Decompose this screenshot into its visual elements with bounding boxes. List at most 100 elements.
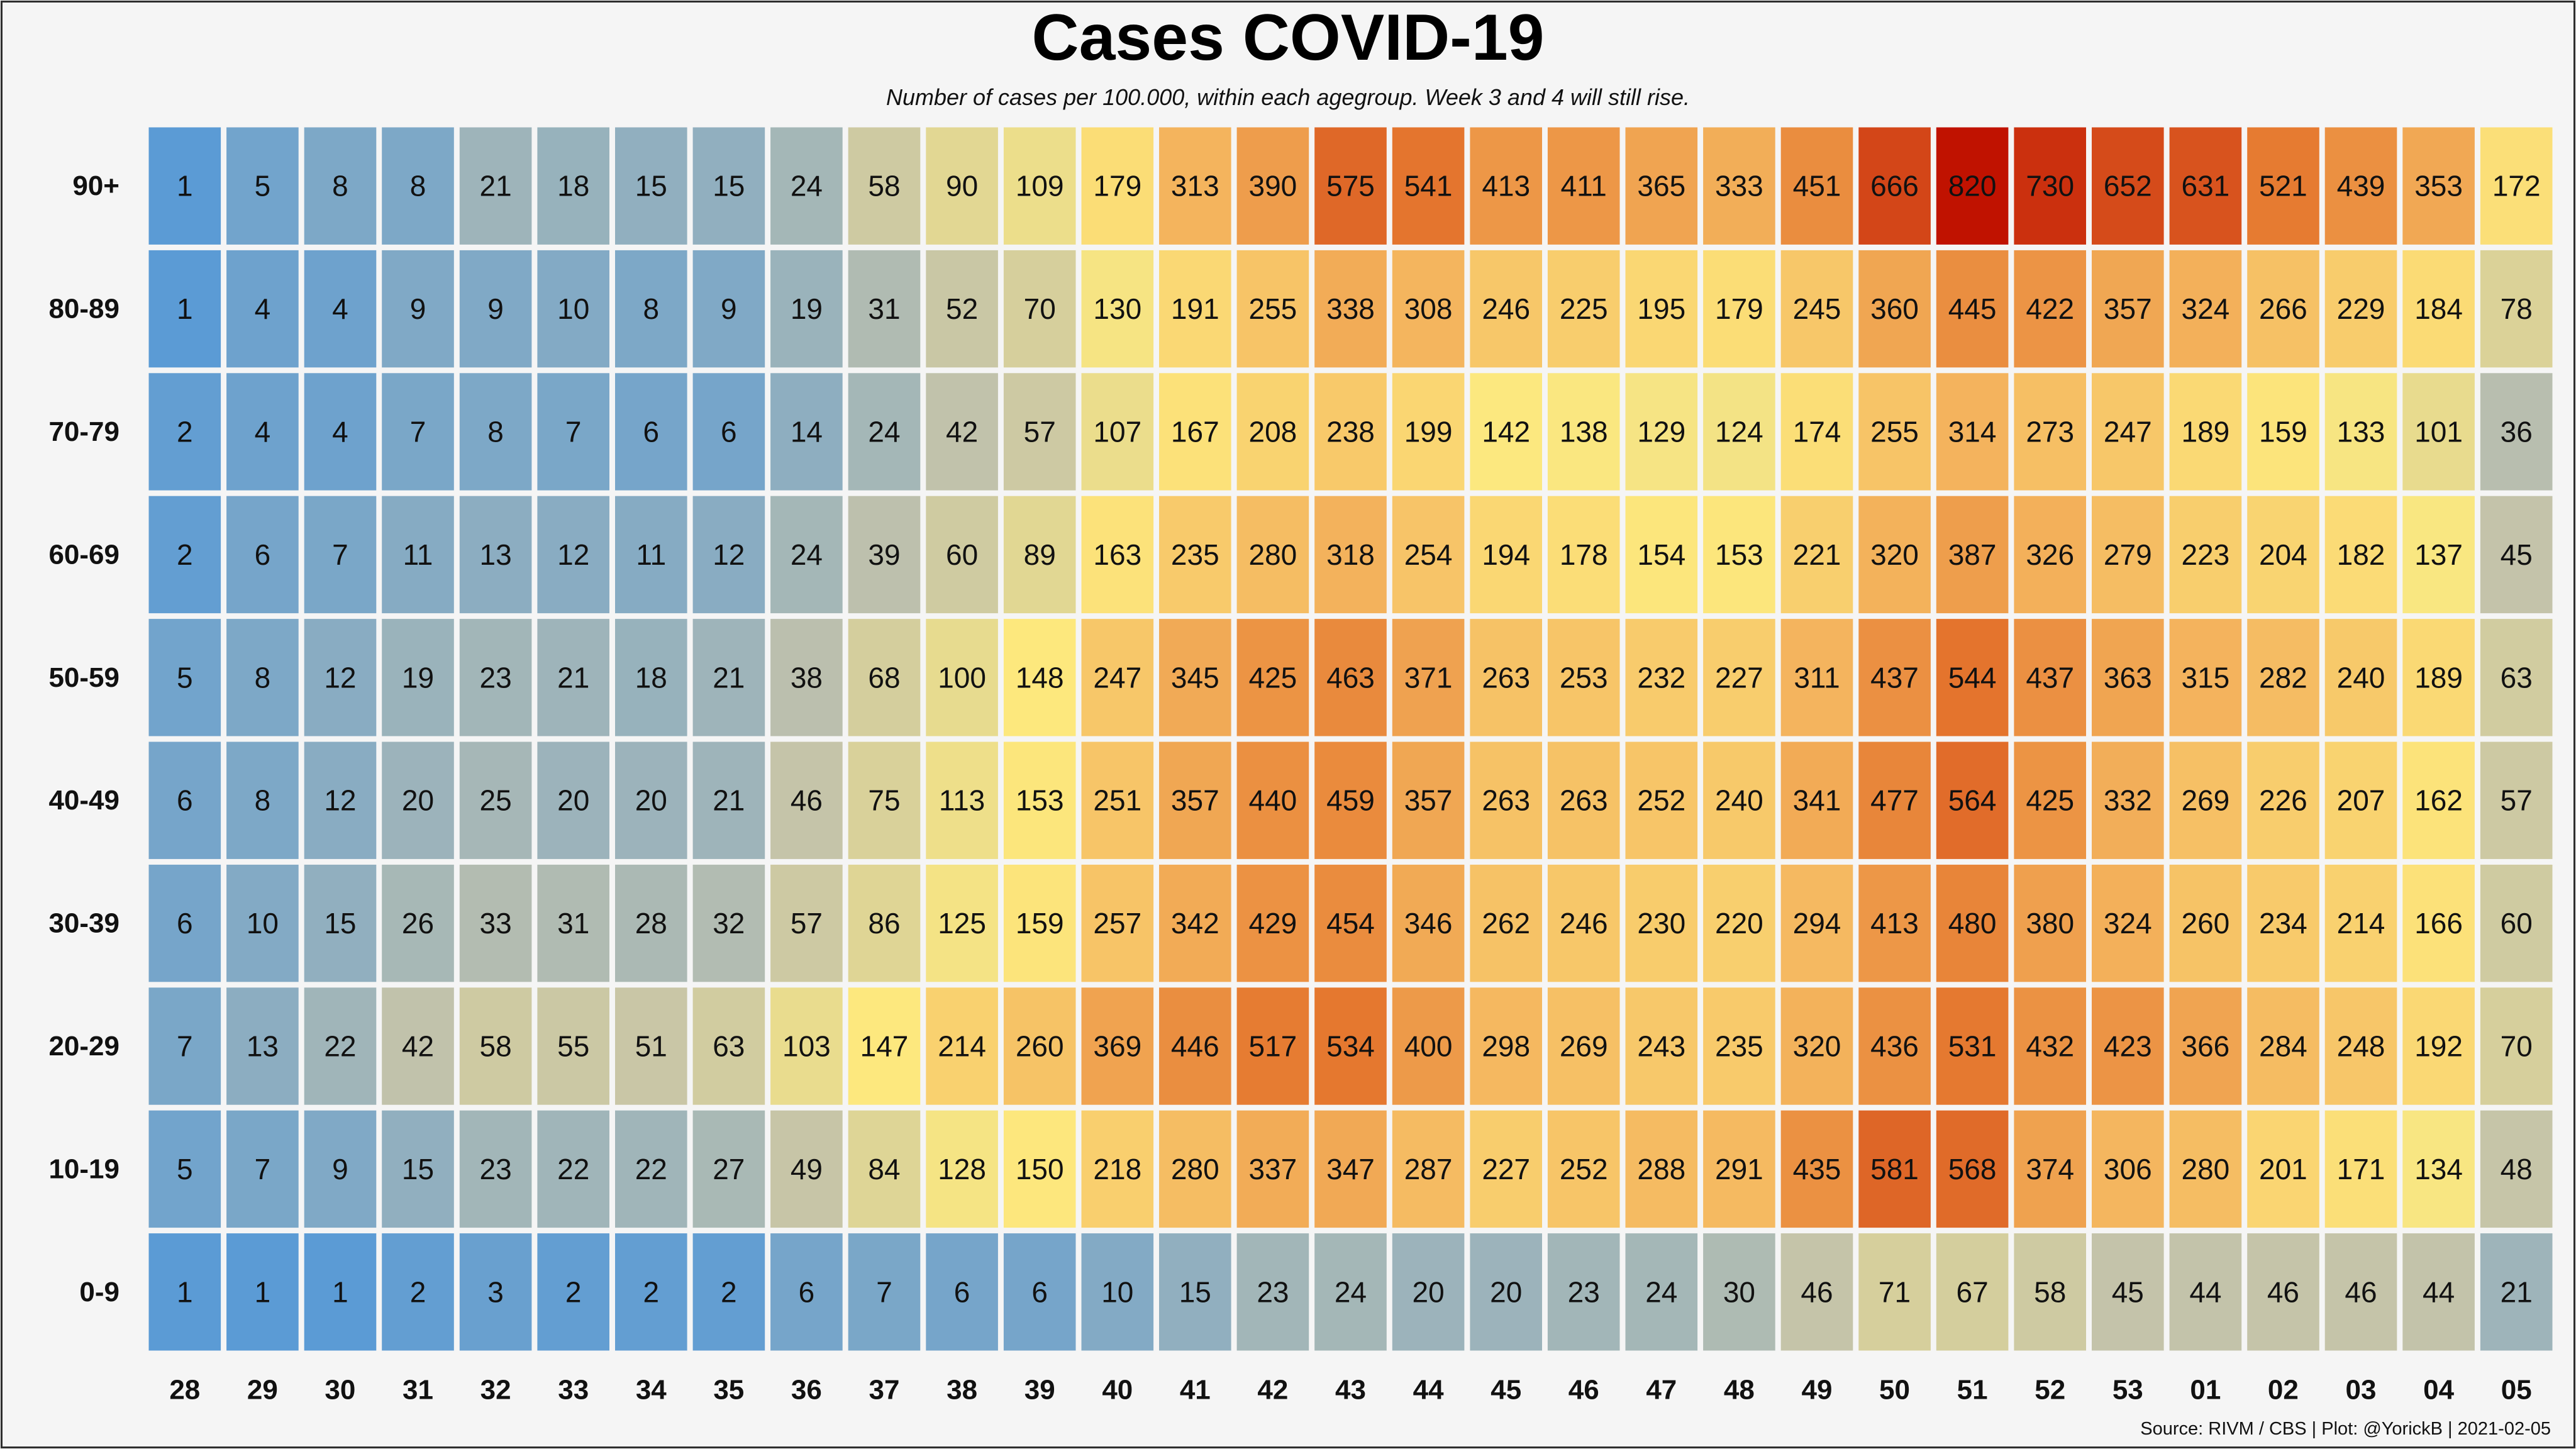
cell-value-label: 7 bbox=[410, 416, 426, 448]
heatmap-cell bbox=[148, 250, 221, 368]
heatmap-cell bbox=[1470, 864, 1542, 982]
heatmap-cell bbox=[2402, 741, 2475, 859]
heatmap-cell bbox=[770, 1110, 843, 1228]
cell-value-label: 162 bbox=[2414, 784, 2463, 817]
cell-value-label: 38 bbox=[791, 661, 823, 694]
heatmap-cell bbox=[537, 496, 609, 614]
cell-value-label: 45 bbox=[2501, 538, 2533, 571]
heatmap-cell bbox=[1236, 619, 1309, 736]
heatmap-cell bbox=[304, 987, 377, 1105]
cell-value-label: 154 bbox=[1637, 538, 1685, 571]
heatmap-cell bbox=[1547, 741, 1620, 859]
cell-value-label: 521 bbox=[2259, 170, 2307, 203]
cell-value-label: 20 bbox=[1413, 1275, 1445, 1308]
cell-value-label: 8 bbox=[643, 292, 660, 325]
heatmap-cell bbox=[382, 250, 454, 368]
heatmap-cell bbox=[226, 127, 299, 245]
cell-value-label: 63 bbox=[713, 1030, 745, 1063]
heatmap-cell bbox=[2247, 1110, 2319, 1228]
cell-value-label: 365 bbox=[1637, 170, 1685, 203]
heatmap-cell bbox=[2014, 1233, 2086, 1351]
cell-value-label: 70 bbox=[2501, 1030, 2533, 1063]
heatmap-cell bbox=[2324, 1110, 2397, 1228]
cell-value-label: 137 bbox=[2414, 538, 2463, 571]
cell-value-label: 189 bbox=[2414, 661, 2463, 694]
cell-value-label: 51 bbox=[635, 1030, 667, 1063]
cell-value-label: 12 bbox=[324, 784, 356, 817]
cell-value-label: 6 bbox=[954, 1275, 970, 1308]
heatmap-cell bbox=[848, 1233, 921, 1351]
cell-value-label: 631 bbox=[2182, 170, 2230, 203]
cell-value-label: 9 bbox=[487, 292, 504, 325]
heatmap-cell bbox=[926, 373, 998, 491]
x-tick-label: 37 bbox=[869, 1375, 900, 1406]
x-tick-label: 39 bbox=[1024, 1375, 1055, 1406]
heatmap-cell bbox=[459, 373, 532, 491]
cell-value-label: 263 bbox=[1482, 784, 1530, 817]
heatmap-cell bbox=[1236, 127, 1309, 245]
heatmap-cell bbox=[1159, 496, 1231, 614]
cell-value-label: 24 bbox=[791, 538, 823, 571]
heatmap-cell bbox=[926, 1233, 998, 1351]
heatmap-cell bbox=[2014, 864, 2086, 982]
cell-value-label: 246 bbox=[1560, 907, 1608, 940]
heatmap-cell bbox=[615, 864, 687, 982]
cell-value-label: 86 bbox=[868, 907, 900, 940]
cell-value-label: 46 bbox=[2345, 1275, 2377, 1308]
cell-value-label: 46 bbox=[2267, 1275, 2299, 1308]
heatmap-cell bbox=[1858, 1233, 1931, 1351]
cell-value-label: 437 bbox=[2026, 661, 2074, 694]
heatmap-cell bbox=[226, 1233, 299, 1351]
cell-value-label: 13 bbox=[480, 538, 512, 571]
cell-value-label: 320 bbox=[1870, 538, 1919, 571]
cell-value-label: 194 bbox=[1482, 538, 1530, 571]
cell-value-label: 221 bbox=[1793, 538, 1841, 571]
cell-value-label: 260 bbox=[1016, 1030, 1064, 1063]
cell-value-label: 311 bbox=[1794, 661, 1840, 694]
heatmap-cell bbox=[692, 1110, 765, 1228]
heatmap-cell bbox=[926, 127, 998, 245]
heatmap-cell bbox=[1936, 1110, 2009, 1228]
x-tick-label: 36 bbox=[791, 1375, 822, 1406]
heatmap-cell bbox=[2169, 1110, 2242, 1228]
heatmap-cell bbox=[382, 864, 454, 982]
cell-value-label: 353 bbox=[2414, 170, 2463, 203]
x-tick-label: 01 bbox=[2190, 1375, 2221, 1406]
cell-value-label: 575 bbox=[1326, 170, 1375, 203]
cell-value-label: 6 bbox=[177, 784, 193, 817]
cell-value-label: 459 bbox=[1326, 784, 1375, 817]
cell-value-label: 107 bbox=[1093, 416, 1141, 448]
cell-value-label: 58 bbox=[868, 170, 900, 203]
cell-value-label: 235 bbox=[1171, 538, 1219, 571]
heatmap-cell bbox=[459, 496, 532, 614]
y-tick-label: 80-89 bbox=[48, 294, 119, 325]
heatmap-cell bbox=[2014, 250, 2086, 368]
cell-value-label: 57 bbox=[1024, 416, 1056, 448]
heatmap-cell bbox=[770, 127, 843, 245]
cell-value-label: 400 bbox=[1404, 1030, 1453, 1063]
heatmap-cell bbox=[148, 127, 221, 245]
heatmap-cell bbox=[537, 741, 609, 859]
heatmap-cell bbox=[1470, 373, 1542, 491]
heatmap-cell bbox=[1780, 250, 1853, 368]
heatmap-cell bbox=[1003, 1110, 1076, 1228]
cell-value-label: 21 bbox=[557, 661, 589, 694]
heatmap-cell bbox=[1703, 1233, 1775, 1351]
cell-value-label: 23 bbox=[1257, 1275, 1289, 1308]
cell-value-label: 306 bbox=[2104, 1153, 2152, 1185]
cell-value-label: 287 bbox=[1404, 1153, 1453, 1185]
heatmap-cell bbox=[459, 127, 532, 245]
cell-value-label: 413 bbox=[1870, 907, 1919, 940]
heatmap-cell bbox=[926, 987, 998, 1105]
heatmap-cell bbox=[1236, 496, 1309, 614]
cell-value-label: 63 bbox=[2501, 661, 2533, 694]
cell-value-label: 57 bbox=[791, 907, 823, 940]
cell-value-label: 159 bbox=[2259, 416, 2307, 448]
heatmap-cell bbox=[1703, 250, 1775, 368]
heatmap-cell bbox=[148, 496, 221, 614]
heatmap-cell bbox=[770, 250, 843, 368]
cell-value-label: 21 bbox=[480, 170, 512, 203]
cell-value-label: 2 bbox=[410, 1275, 426, 1308]
cell-value-label: 9 bbox=[721, 292, 737, 325]
cell-value-label: 246 bbox=[1482, 292, 1530, 325]
